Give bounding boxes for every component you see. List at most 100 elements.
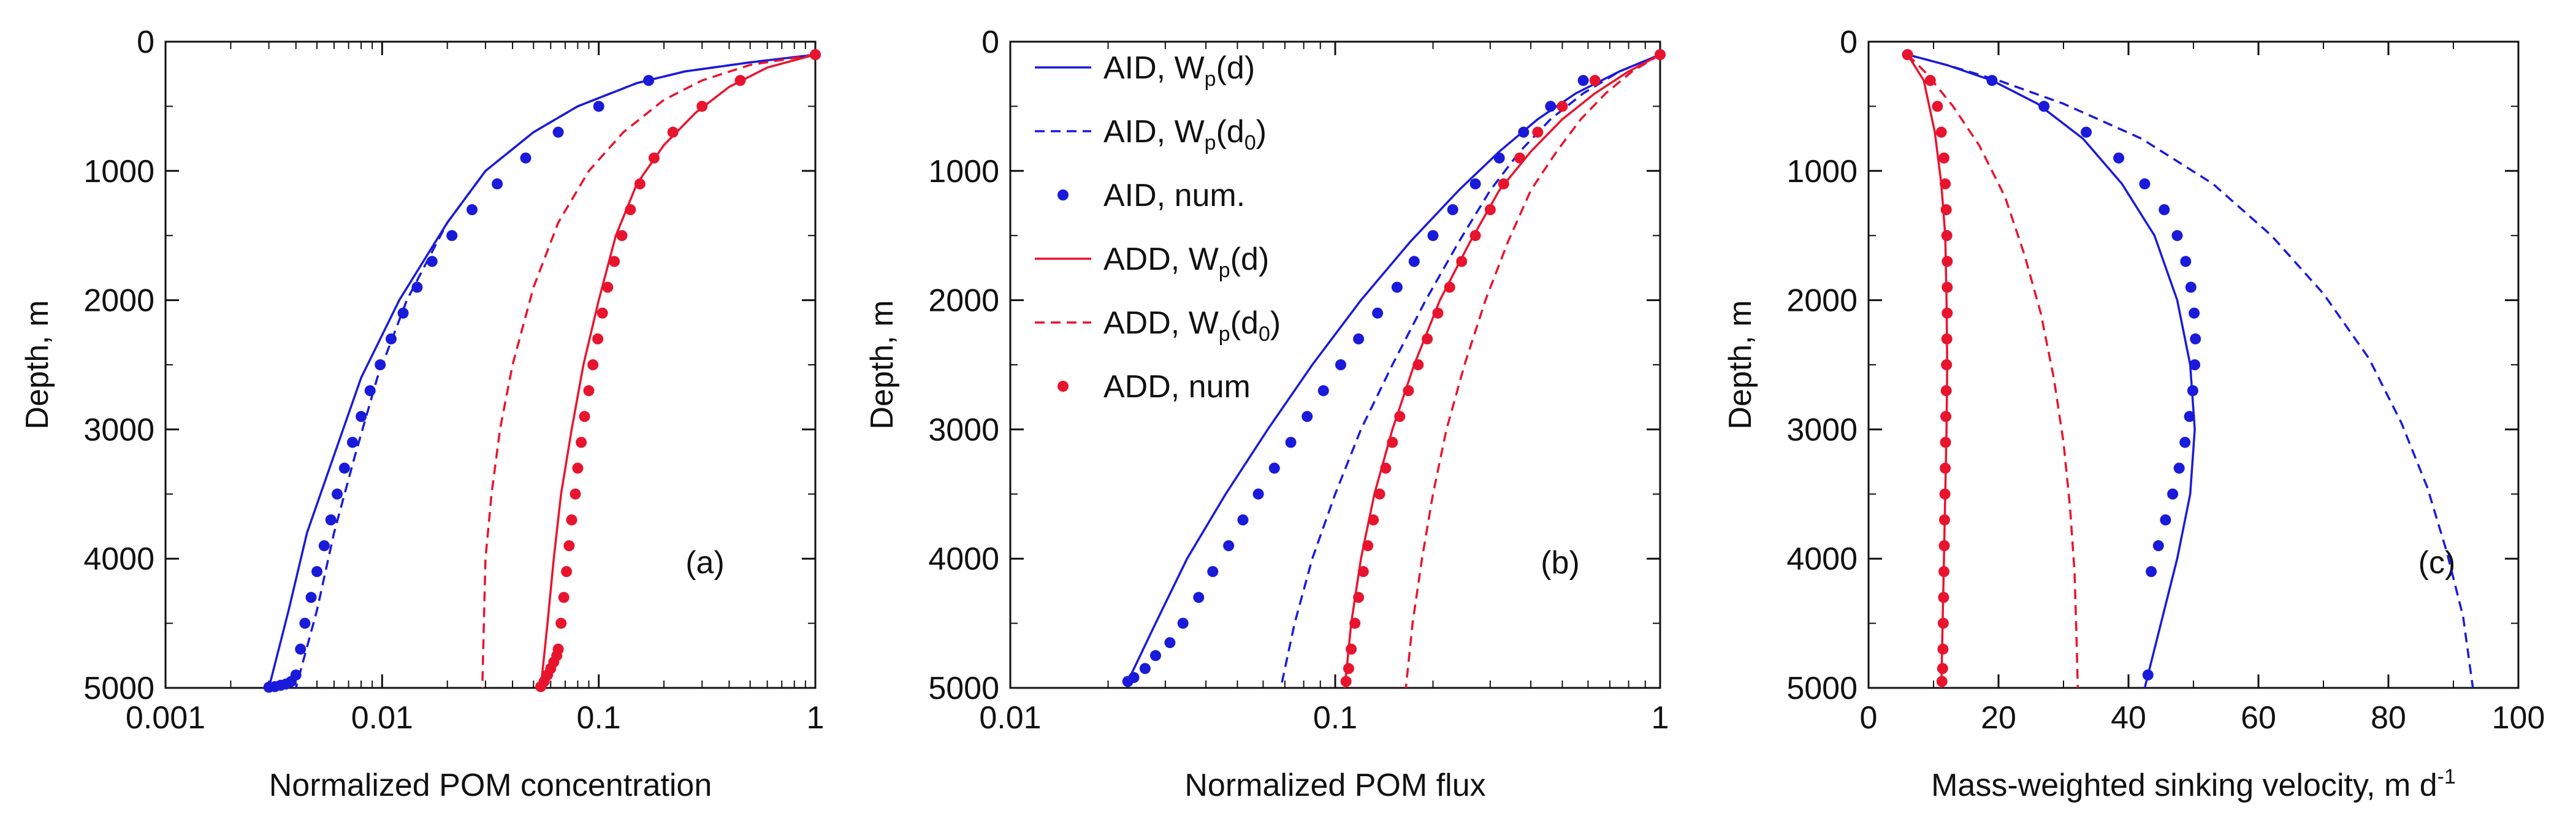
series-line-add-wpd — [539, 53, 816, 689]
legend-subscript: p — [1205, 67, 1216, 91]
data-point-aid-num — [643, 75, 655, 86]
data-point-add-num — [1932, 101, 1943, 112]
x-tick-label: 20 — [1981, 700, 2016, 736]
data-point-aid-num — [386, 333, 397, 345]
y-tick-label: 2000 — [1786, 283, 1858, 319]
data-point-aid-num — [1252, 488, 1264, 500]
legend-subscript: p — [1219, 322, 1230, 346]
data-point-aid-num — [1469, 178, 1481, 189]
series-line-add-wpd0 — [1404, 53, 1661, 689]
data-point-add-num — [1942, 281, 1953, 293]
y-tick-label: 5000 — [83, 671, 154, 706]
data-point-add-num — [1940, 385, 1952, 397]
data-point-add-num — [1902, 49, 1913, 61]
x-tick-label: 0.001 — [126, 700, 205, 736]
data-point-aid-num — [2159, 204, 2170, 215]
y-tick-label: 3000 — [83, 412, 154, 448]
data-point-add-num — [1357, 566, 1369, 578]
y-tick-label: 5000 — [928, 671, 999, 706]
data-point-aid-num — [1301, 411, 1313, 422]
legend-label: AID, Wp(d) — [1103, 50, 1255, 91]
series-line-aid-wpd — [267, 53, 816, 689]
data-point-add-num — [1939, 514, 1950, 525]
y-tick-label: 1000 — [928, 154, 999, 189]
data-point-aid-num — [2180, 256, 2192, 267]
series-line-aid-wpd0 — [1907, 53, 2474, 689]
y-tick-label: 2000 — [83, 283, 154, 319]
data-point-add-num — [1941, 359, 1953, 370]
data-point-add-num — [1936, 676, 1948, 687]
data-point-add-num — [1380, 462, 1392, 474]
data-point-aid-num — [375, 359, 386, 370]
data-point-add-num — [602, 281, 614, 293]
legend-subscript: p — [1219, 259, 1230, 282]
data-point-add-num — [1514, 152, 1526, 164]
data-point-add-num — [609, 256, 620, 267]
data-point-add-num — [1456, 256, 1468, 267]
legend-item: ADD, num — [1057, 369, 1251, 405]
data-point-add-num — [810, 49, 821, 61]
data-point-aid-num — [397, 307, 409, 319]
y-tick-label: 2000 — [928, 283, 999, 319]
data-point-aid-num — [1447, 204, 1458, 215]
data-point-aid-num — [1986, 75, 1998, 86]
data-point-add-num — [1353, 592, 1365, 603]
legend-label: ADD, Wp(d0) — [1103, 305, 1281, 346]
data-point-aid-num — [492, 178, 503, 189]
data-point-aid-num — [426, 256, 438, 267]
data-point-aid-num — [318, 540, 330, 552]
data-point-add-num — [572, 462, 584, 474]
legend-item: AID, Wp(d) — [1035, 50, 1255, 91]
data-point-aid-num — [2152, 540, 2164, 552]
legend-label: AID, num. — [1103, 178, 1245, 213]
data-point-aid-num — [1237, 514, 1249, 525]
legend-arg-end: ) — [1256, 114, 1267, 150]
x-axis-label-superscript: -1 — [2437, 765, 2456, 788]
data-point-add-num — [1362, 540, 1374, 552]
series-line-add-wpd0 — [1907, 53, 2079, 689]
series-group — [1122, 49, 1666, 689]
data-point-add-num — [1374, 488, 1385, 500]
legend-argument: (d) — [1216, 50, 1256, 86]
data-point-add-num — [566, 514, 577, 525]
data-point-aid-num — [1139, 663, 1151, 674]
data-point-aid-num — [1207, 566, 1219, 578]
data-point-add-num — [1387, 437, 1398, 448]
data-point-add-num — [1924, 75, 1936, 86]
data-point-add-num — [1938, 152, 1949, 164]
legend-label-text: AID, — [1103, 114, 1175, 150]
data-point-add-num — [1422, 333, 1433, 345]
data-point-aid-num — [356, 411, 367, 422]
data-point-aid-num — [311, 566, 322, 578]
data-point-add-num — [667, 126, 679, 138]
data-point-aid-num — [295, 643, 307, 655]
legend-label: ADD, Wp(d) — [1103, 242, 1269, 282]
data-point-aid-num — [411, 281, 423, 293]
data-point-add-num — [561, 566, 573, 578]
x-axis-label: Normalized POM flux — [1184, 768, 1485, 803]
data-point-add-num — [1557, 101, 1568, 112]
data-point-add-num — [1938, 592, 1949, 603]
legend-arg-end: ) — [1270, 305, 1281, 341]
y-tick-label: 5000 — [1786, 671, 1858, 706]
data-point-add-num — [625, 204, 636, 215]
legend-symbol: W — [1189, 242, 1219, 277]
data-point-aid-num — [1150, 650, 1161, 662]
data-point-add-num — [555, 617, 567, 629]
series-line-aid-wpd0 — [1279, 53, 1661, 689]
data-point-aid-num — [1268, 462, 1280, 474]
data-point-add-num — [579, 411, 590, 422]
data-point-aid-num — [1317, 385, 1329, 397]
data-point-add-num — [1937, 643, 1949, 655]
x-tick-label: 0.01 — [979, 700, 1041, 736]
series-line-aid-wpd — [1907, 53, 2196, 689]
data-point-add-num — [1498, 178, 1509, 189]
legend-label: ADD, num — [1103, 369, 1251, 405]
data-point-aid-num — [552, 126, 564, 138]
data-point-aid-num — [338, 462, 350, 474]
data-point-aid-num — [1335, 359, 1346, 370]
data-point-aid-num — [325, 514, 337, 525]
